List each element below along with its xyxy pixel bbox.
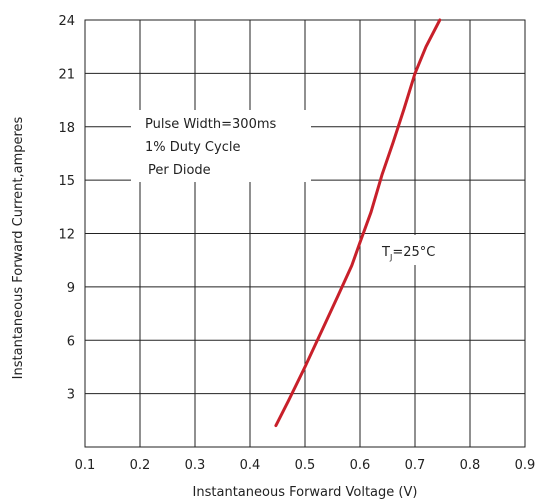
annotation-duty-cycle: 1% Duty Cycle (145, 140, 240, 155)
y-tick-label: 21 (58, 67, 75, 82)
series-line-forward-current (274, 18, 442, 428)
temp-value: =25°C (392, 245, 435, 260)
x-tick-label: 0.2 (130, 458, 151, 473)
y-axis-label: Instantaneous Forward Current,amperes (11, 116, 26, 379)
plot-frame (84, 19, 526, 448)
x-tick-label: 0.1 (75, 458, 96, 473)
x-tick-label: 0.3 (185, 458, 206, 473)
annotation-pulse-width: Pulse Width=300ms (145, 117, 277, 132)
x-tick-label: 0.7 (405, 458, 426, 473)
y-tick-label: 15 (58, 174, 75, 189)
y-tick-label: 24 (58, 14, 75, 29)
x-tick-label: 0.5 (295, 458, 316, 473)
x-tick-labels: 0.1 0.2 0.3 0.4 0.5 0.6 0.7 0.8 0.9 (75, 458, 536, 473)
temp-subscript: J (389, 253, 392, 262)
y-tick-label: 3 (67, 388, 75, 403)
grid-lines (84, 19, 526, 447)
x-tick-label: 0.8 (460, 458, 481, 473)
conditions-annotation-bg (131, 110, 311, 182)
annotation-per-diode: Per Diode (148, 163, 211, 178)
temp-symbol: T (381, 245, 390, 260)
temperature-annotation-bg (374, 235, 462, 265)
x-axis-label: Instantaneous Forward Voltage (V) (193, 485, 418, 500)
y-tick-label: 18 (58, 121, 75, 136)
y-tick-labels: 3 6 9 12 15 18 21 24 (58, 14, 75, 403)
data-series (274, 18, 442, 428)
x-tick-label: 0.6 (350, 458, 371, 473)
y-tick-label: 6 (67, 334, 75, 349)
y-tick-label: 9 (67, 281, 75, 296)
x-tick-label: 0.4 (240, 458, 261, 473)
y-tick-label: 12 (58, 228, 75, 243)
annotation-junction-temperature: TJ=25°C (381, 245, 435, 262)
x-tick-label: 0.9 (515, 458, 536, 473)
